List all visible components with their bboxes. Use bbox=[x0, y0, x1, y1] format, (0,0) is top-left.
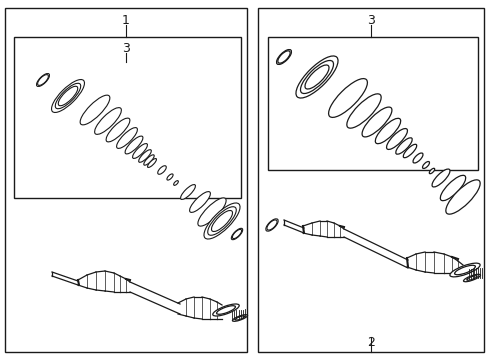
Bar bbox=[14, 37, 241, 198]
Bar bbox=[258, 8, 484, 352]
Ellipse shape bbox=[329, 78, 368, 117]
Ellipse shape bbox=[403, 144, 416, 158]
Bar bbox=[5, 8, 247, 352]
Ellipse shape bbox=[464, 274, 481, 282]
Ellipse shape bbox=[413, 153, 423, 163]
Text: 1: 1 bbox=[122, 14, 130, 27]
Ellipse shape bbox=[180, 185, 196, 199]
Ellipse shape bbox=[139, 150, 151, 162]
Ellipse shape bbox=[198, 198, 226, 226]
Ellipse shape bbox=[204, 203, 240, 239]
Ellipse shape bbox=[396, 138, 412, 154]
Ellipse shape bbox=[422, 162, 429, 168]
Ellipse shape bbox=[125, 136, 143, 154]
Ellipse shape bbox=[455, 265, 475, 275]
Ellipse shape bbox=[446, 180, 480, 214]
Ellipse shape bbox=[305, 65, 329, 89]
Ellipse shape bbox=[213, 304, 239, 316]
Ellipse shape bbox=[375, 118, 401, 144]
Ellipse shape bbox=[167, 174, 173, 180]
Bar bbox=[268, 37, 478, 170]
Ellipse shape bbox=[300, 60, 334, 94]
Ellipse shape bbox=[55, 83, 81, 109]
Ellipse shape bbox=[450, 263, 480, 277]
Ellipse shape bbox=[106, 118, 130, 142]
Ellipse shape bbox=[296, 56, 338, 98]
Ellipse shape bbox=[80, 95, 110, 125]
Ellipse shape bbox=[133, 144, 147, 158]
Text: 3: 3 bbox=[122, 41, 130, 54]
Ellipse shape bbox=[117, 127, 137, 148]
Ellipse shape bbox=[232, 315, 247, 321]
Ellipse shape bbox=[190, 192, 210, 212]
Ellipse shape bbox=[51, 80, 84, 112]
Ellipse shape bbox=[212, 211, 233, 231]
Ellipse shape bbox=[347, 94, 381, 128]
Ellipse shape bbox=[208, 207, 236, 235]
Ellipse shape bbox=[217, 306, 235, 314]
Ellipse shape bbox=[58, 86, 78, 106]
Ellipse shape bbox=[95, 108, 122, 134]
Ellipse shape bbox=[432, 169, 450, 187]
Ellipse shape bbox=[147, 158, 156, 167]
Ellipse shape bbox=[429, 168, 435, 174]
Ellipse shape bbox=[158, 166, 166, 174]
Text: 2: 2 bbox=[367, 336, 375, 348]
Ellipse shape bbox=[173, 181, 178, 185]
Ellipse shape bbox=[362, 107, 392, 137]
Text: 3: 3 bbox=[367, 14, 375, 27]
Ellipse shape bbox=[467, 276, 477, 280]
Ellipse shape bbox=[387, 129, 408, 149]
Ellipse shape bbox=[441, 175, 465, 201]
Ellipse shape bbox=[144, 155, 154, 165]
Ellipse shape bbox=[235, 316, 245, 320]
